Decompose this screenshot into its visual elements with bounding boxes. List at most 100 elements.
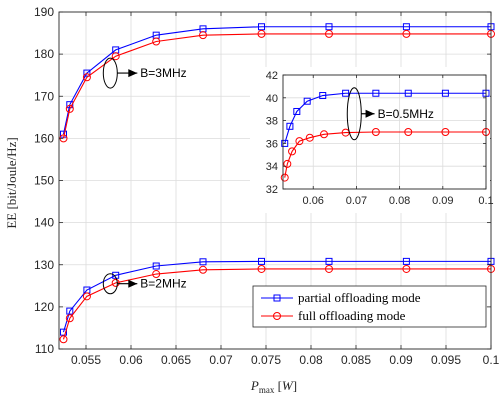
main-xtick-label: 0.055 xyxy=(71,353,101,367)
main-series-1-point xyxy=(402,29,411,38)
inset-series-0-line xyxy=(284,92,486,144)
main-series-1-point xyxy=(82,73,91,82)
legend-label-1: full offloading mode xyxy=(298,308,406,323)
inset-series-1-point xyxy=(295,137,304,146)
inset-series-0-point xyxy=(319,92,327,100)
main-series-1-point xyxy=(65,104,74,113)
main-series-2-point xyxy=(66,307,74,315)
inset-series-0-point xyxy=(404,89,412,97)
inset-series-1-point xyxy=(320,130,329,139)
inset-series xyxy=(280,89,490,182)
annotation-05mhz-label: B=0.5MHz xyxy=(378,107,434,121)
annotation-2mhz-arrowhead xyxy=(128,279,138,288)
main-series-3-point xyxy=(325,264,333,273)
main-ytick-label: 120 xyxy=(34,300,54,314)
inset-series-1-point xyxy=(280,173,289,182)
main-ytick-label: 150 xyxy=(34,174,54,188)
inset-xtick-label: 0.06 xyxy=(303,195,324,207)
main-series-0-point xyxy=(66,101,74,109)
main-ytick-label: 140 xyxy=(34,216,54,230)
inset-xtick-label: 0.08 xyxy=(389,195,410,207)
main-xtick-label: 0.09 xyxy=(389,353,413,367)
main-frame xyxy=(58,11,492,350)
inset-series-1-point xyxy=(305,133,314,142)
main-series-3-point xyxy=(152,270,161,279)
legend-marker-1 xyxy=(273,312,281,320)
inset-ytick-label: 42 xyxy=(266,70,278,82)
main-series-2-point xyxy=(402,257,410,265)
legend: partial offloading mode full offloading m… xyxy=(252,285,487,328)
legend-box xyxy=(252,285,487,328)
main-series xyxy=(59,23,495,344)
main-series-2-point xyxy=(258,257,265,265)
inset-ytick-label: 36 xyxy=(266,138,278,150)
main-ytick-label: 110 xyxy=(35,342,54,356)
inset-series-0-point xyxy=(372,89,380,97)
inset-series-0-point xyxy=(303,97,311,105)
inset-series-0-point xyxy=(441,89,449,97)
main-series-0-point xyxy=(83,69,91,77)
main-series-0-point xyxy=(258,23,265,31)
x-axis-label: Pmax [W] xyxy=(250,378,297,395)
main-ytick-label: 170 xyxy=(34,89,54,103)
inset-ytick-label: 40 xyxy=(266,93,278,105)
y-axis-label: EE [bit/Joule/Hz] xyxy=(4,137,19,228)
main-series-3-line xyxy=(62,268,491,340)
main-xtick-label: 0.095 xyxy=(431,353,461,367)
main-series-0-point xyxy=(325,23,333,31)
main-series-3-point xyxy=(59,335,68,344)
main-series-3-point xyxy=(111,278,120,287)
inset-series-1-point xyxy=(371,128,380,136)
inset-series-0-point xyxy=(281,139,289,147)
main-series-3-point xyxy=(82,292,91,301)
main-series-0-point xyxy=(402,23,410,31)
inset-series-1-point xyxy=(288,147,297,156)
main-series-1-point xyxy=(152,37,161,46)
annotation-3mhz-arrowhead xyxy=(128,69,138,78)
inset-xtick-label: 0.09 xyxy=(432,195,453,207)
main-xtick-label: 0.085 xyxy=(341,353,371,367)
annotations: B=3MHz B=2MHz B=0.5MHz xyxy=(102,57,434,295)
inset-ytick-label: 38 xyxy=(266,116,278,128)
annotation-3mhz-ellipse xyxy=(102,57,118,89)
legend-marker-0 xyxy=(273,294,281,302)
main-series-1-point xyxy=(325,29,333,38)
main-series-3-point xyxy=(257,264,266,273)
main-series-2-point xyxy=(60,328,67,336)
main-ytick-label: 130 xyxy=(34,258,54,272)
inset-chart: 0.06 0.07 0.08 0.09 0.1 32 34 36 38 40 42 xyxy=(250,67,494,213)
inset-frame xyxy=(282,74,487,190)
main-series-1-point xyxy=(199,31,207,40)
main-series-1-point xyxy=(257,29,266,38)
inset-ytick-label: 32 xyxy=(266,184,278,196)
annotation-2mhz-label: B=2MHz xyxy=(140,277,186,291)
inset-xtick-label: 0.07 xyxy=(346,195,367,207)
inset-ytick-label: 34 xyxy=(266,161,278,173)
main-xtick-label: 0.065 xyxy=(161,353,191,367)
annotation-2mhz-ellipse xyxy=(102,273,118,295)
legend-label-0: partial offloading mode xyxy=(298,290,421,305)
inset-xtick-label: 0.1 xyxy=(478,195,493,207)
inset-series-0-point xyxy=(293,107,301,115)
main-series-2-point xyxy=(325,257,333,265)
main-ytick-label: 160 xyxy=(34,131,54,145)
main-series-3-point xyxy=(199,265,207,274)
main-xtick-label: 0.075 xyxy=(251,353,281,367)
main-xtick-label: 0.06 xyxy=(119,353,143,367)
main-xtick-label: 0.1 xyxy=(483,353,500,367)
main-series-0-line xyxy=(62,26,491,135)
annotation-05mhz-arrowhead xyxy=(365,109,375,118)
inset-series-0-point xyxy=(342,89,350,97)
inset-axes: 0.06 0.07 0.08 0.09 0.1 32 34 36 38 40 42 xyxy=(266,70,494,207)
main-series-2-point xyxy=(152,262,160,270)
main-ytick-label: 190 xyxy=(34,5,54,19)
inset-series-1-point xyxy=(404,128,413,136)
main-series-3-point xyxy=(402,264,411,273)
main-series-3-point xyxy=(65,314,74,323)
main-axes: 0.055 0.06 0.065 0.07 0.075 0.08 0.085 0.09 0.09… xyxy=(34,5,500,367)
main-series-2-point xyxy=(199,258,207,266)
main-xtick-label: 0.07 xyxy=(209,353,233,367)
inset-series-1-point xyxy=(283,159,292,168)
